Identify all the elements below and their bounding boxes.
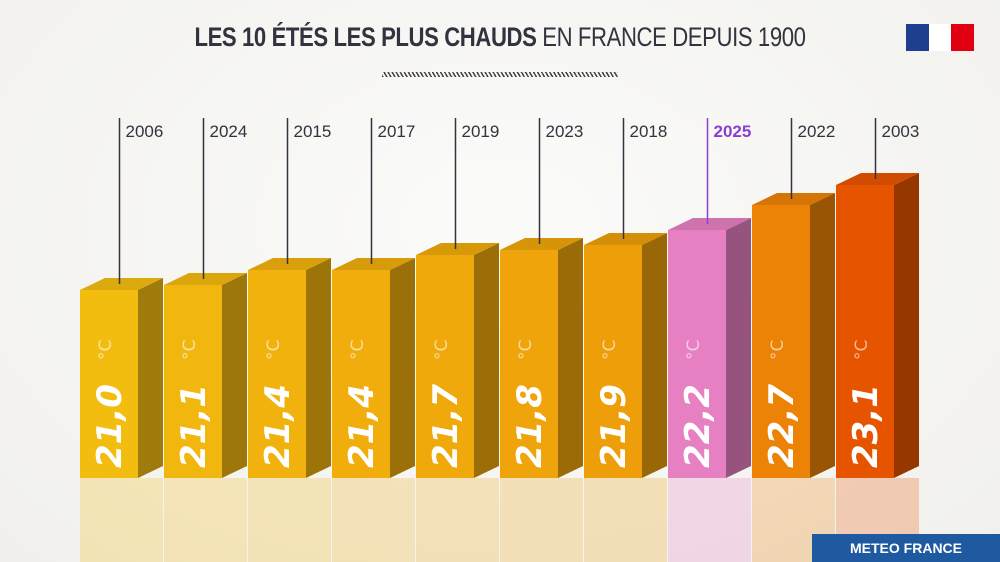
bar-2023: 2023 21,8 °C (500, 118, 583, 562)
bar-side (474, 243, 499, 478)
unit-label: °C (600, 340, 620, 360)
bar-front (164, 285, 222, 478)
year-label: 2017 (378, 122, 416, 141)
chart-title: LES 10 ÉTÉS LES PLUS CHAUDS EN FRANCE DE… (90, 22, 910, 53)
unit-label: °C (852, 340, 872, 360)
bar-2015: 2015 21,4 °C (248, 118, 331, 562)
bar-side (306, 258, 331, 478)
bar-top (500, 238, 583, 250)
title-light: EN FRANCE DEPUIS 1900 (542, 22, 806, 52)
bar-side (894, 173, 919, 478)
bar-2025: 2025 22,2 °C (668, 118, 751, 562)
title-underline (382, 72, 618, 77)
year-label: 2023 (546, 122, 584, 141)
value-label: 21,4 (342, 384, 382, 468)
year-label: 2022 (798, 122, 836, 141)
bar-2022: 2022 22,7 °C (752, 118, 835, 562)
unit-label: °C (264, 340, 284, 360)
bar-front (80, 290, 138, 478)
bar-side (138, 278, 163, 478)
bar-front (752, 205, 810, 478)
bar-front (836, 185, 894, 478)
bar-front (332, 270, 390, 478)
bar-reflection (500, 478, 583, 562)
bar-2017: 2017 21,4 °C (332, 118, 415, 562)
bar-front (668, 230, 726, 478)
bar-top (80, 278, 163, 290)
bar-side (726, 218, 751, 478)
meteo-france-badge: METEO FRANCE (812, 534, 1000, 562)
bar-top (164, 273, 247, 285)
unit-label: °C (516, 340, 536, 360)
value-label: 21,9 (594, 384, 634, 468)
bar-2006: 2006 21,0 °C (80, 118, 163, 562)
bar-reflection (164, 478, 247, 562)
value-label: 22,7 (762, 384, 802, 468)
bar-side (390, 258, 415, 478)
bar-side (810, 193, 835, 478)
value-label: 23,1 (846, 384, 886, 468)
bar-reflection (248, 478, 331, 562)
bar-top (668, 218, 751, 230)
bar-2003: 2003 23,1 °C (836, 118, 919, 562)
bar-top (332, 258, 415, 270)
value-label: 22,2 (678, 384, 718, 468)
unit-label: °C (96, 340, 116, 360)
bar-2018: 2018 21,9 °C (584, 118, 667, 562)
unit-label: °C (768, 340, 788, 360)
unit-label: °C (348, 340, 368, 360)
bar-front (500, 250, 558, 478)
year-label: 2003 (882, 122, 920, 141)
value-label: 21,0 (90, 384, 130, 468)
unit-label: °C (180, 340, 200, 360)
bar-top (416, 243, 499, 255)
year-label: 2024 (210, 122, 248, 141)
bar-reflection (416, 478, 499, 562)
bar-reflection (584, 478, 667, 562)
value-label: 21,7 (426, 384, 466, 468)
bar-2024: 2024 21,1 °C (164, 118, 247, 562)
bar-top (584, 233, 667, 245)
title-bold: LES 10 ÉTÉS LES PLUS CHAUDS (194, 22, 537, 52)
value-label: 21,8 (510, 384, 550, 468)
year-label: 2019 (462, 122, 500, 141)
unit-label: °C (684, 340, 704, 360)
year-label: 2006 (126, 122, 164, 141)
year-label: 2025 (714, 122, 752, 141)
bar-side (642, 233, 667, 478)
value-label: 21,4 (258, 384, 298, 468)
unit-label: °C (432, 340, 452, 360)
bar-top (248, 258, 331, 270)
bar-front (248, 270, 306, 478)
bar-reflection (332, 478, 415, 562)
value-label: 21,1 (174, 384, 214, 468)
bar-side (222, 273, 247, 478)
year-label: 2018 (630, 122, 668, 141)
bar-top (836, 173, 919, 185)
bar-2019: 2019 21,7 °C (416, 118, 499, 562)
bar-reflection (668, 478, 751, 562)
bar-side (558, 238, 583, 478)
bar-top (752, 193, 835, 205)
republique-francaise-logo (906, 24, 975, 51)
bar-front (416, 255, 474, 478)
year-label: 2015 (294, 122, 332, 141)
bar-reflection (80, 478, 163, 562)
bar-front (584, 245, 642, 478)
